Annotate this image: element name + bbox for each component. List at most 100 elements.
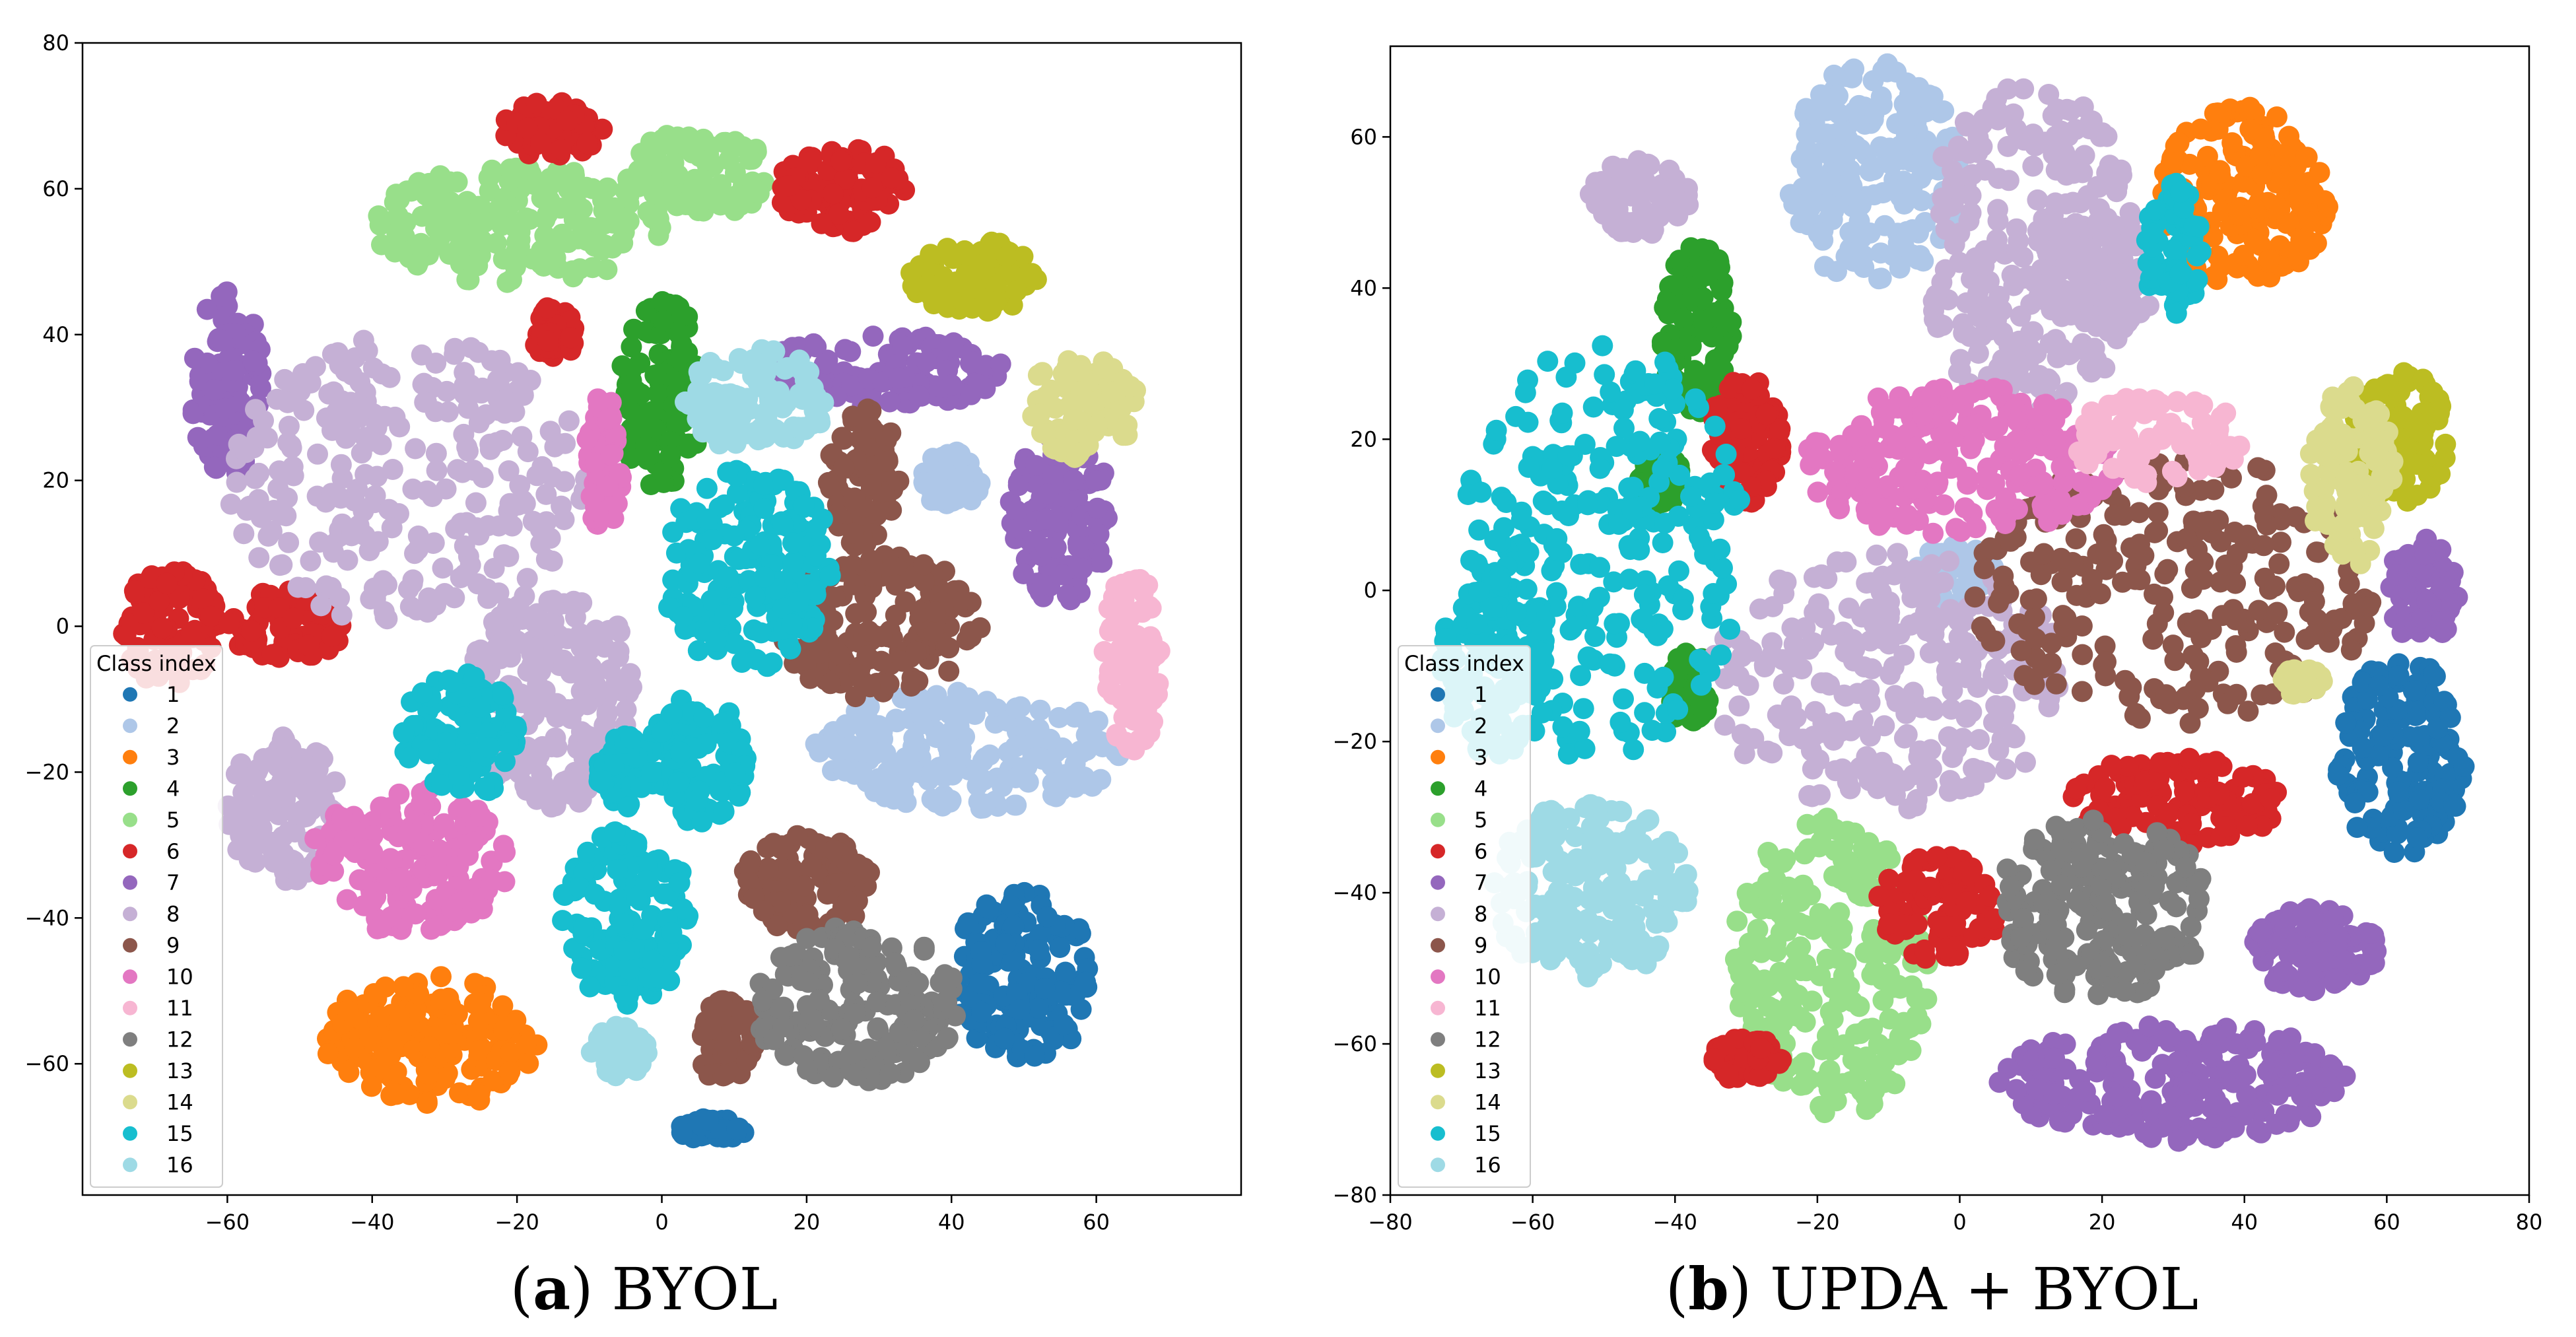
data-point (2344, 792, 2366, 813)
y-tick-label: 20 (42, 468, 69, 493)
data-point (794, 649, 815, 671)
data-point (426, 460, 448, 481)
legend-item-12: 12 (123, 1027, 193, 1052)
data-point (324, 771, 346, 793)
data-point (913, 940, 935, 961)
data-point (1895, 123, 1917, 145)
data-point (1003, 915, 1025, 937)
data-point (233, 523, 255, 545)
data-point (1870, 242, 1891, 264)
data-point (1847, 192, 1869, 214)
data-point (442, 202, 463, 224)
data-point (578, 640, 599, 662)
data-point (2233, 244, 2254, 266)
data-point (836, 717, 858, 739)
data-point (182, 403, 204, 425)
scatter-points (1431, 53, 2475, 1152)
data-point (1005, 500, 1027, 522)
data-point (1034, 423, 1056, 444)
data-point (2352, 671, 2373, 693)
legend-item-8: 8 (123, 901, 180, 926)
data-point (913, 554, 935, 576)
data-point (700, 590, 722, 611)
data-point (911, 705, 933, 727)
data-point (2352, 737, 2373, 759)
data-point (863, 744, 885, 766)
data-point (1654, 296, 1676, 318)
data-point (2387, 781, 2409, 803)
cluster-class-14 (1022, 350, 1146, 468)
data-point (934, 991, 956, 1013)
data-point (587, 500, 609, 522)
data-point (543, 590, 564, 611)
data-point (253, 410, 274, 432)
cluster-class-15 (552, 821, 699, 1015)
data-point (445, 518, 467, 539)
data-point (698, 1109, 719, 1131)
data-point (248, 547, 270, 568)
legend-marker (123, 1126, 137, 1141)
cluster-class-16 (580, 1015, 658, 1087)
data-point (724, 525, 745, 547)
data-point (557, 110, 578, 131)
data-point (842, 405, 864, 427)
data-point (879, 391, 900, 413)
data-point (633, 918, 655, 940)
data-point (468, 1039, 490, 1061)
data-point (805, 336, 827, 358)
data-point (728, 549, 750, 570)
data-point (371, 1006, 393, 1028)
data-point (970, 1002, 992, 1023)
data-point (482, 1070, 504, 1091)
cluster-class-10 (304, 778, 516, 940)
data-point (1717, 335, 1739, 357)
data-point (522, 637, 544, 659)
data-point (2168, 132, 2190, 154)
cluster-class-7 (1000, 421, 1118, 611)
data-point (534, 209, 556, 230)
data-point (1126, 573, 1147, 595)
data-point (511, 426, 533, 448)
data-point (2290, 229, 2312, 251)
data-point (449, 748, 471, 770)
data-point (397, 823, 419, 844)
data-point (1005, 280, 1027, 302)
data-point (1705, 351, 1726, 373)
data-point (592, 189, 613, 211)
data-point (374, 606, 396, 628)
data-point (298, 634, 320, 656)
data-point (832, 429, 854, 450)
cluster-class-9 (772, 545, 991, 708)
data-point (405, 438, 426, 460)
data-point (776, 392, 797, 413)
data-point (1056, 584, 1078, 606)
data-point (1053, 1013, 1075, 1035)
data-point (180, 622, 202, 643)
data-point (611, 1025, 633, 1047)
x-tick-label: 60 (1083, 1210, 1110, 1235)
data-point (1901, 178, 1923, 199)
data-point (738, 399, 760, 421)
data-point (2408, 789, 2430, 811)
data-point (407, 525, 429, 547)
data-point (505, 242, 527, 263)
cluster-class-1 (671, 1108, 755, 1149)
legend-item-14: 14 (123, 1089, 193, 1114)
legend-label: 10 (166, 964, 193, 989)
legend-marker (123, 718, 137, 734)
data-point (1093, 357, 1114, 379)
data-point (278, 531, 300, 553)
data-point (366, 918, 388, 940)
data-point (1852, 245, 1874, 267)
data-point (454, 535, 475, 557)
data-point (695, 150, 717, 172)
data-point (402, 478, 424, 500)
data-point (499, 493, 521, 514)
x-tick-label: 40 (938, 1210, 965, 1235)
data-point (772, 425, 794, 447)
legend-label: 8 (166, 901, 180, 926)
data-point (920, 244, 941, 265)
data-point (1893, 236, 1915, 257)
data-point (802, 617, 824, 639)
data-point (916, 351, 937, 372)
